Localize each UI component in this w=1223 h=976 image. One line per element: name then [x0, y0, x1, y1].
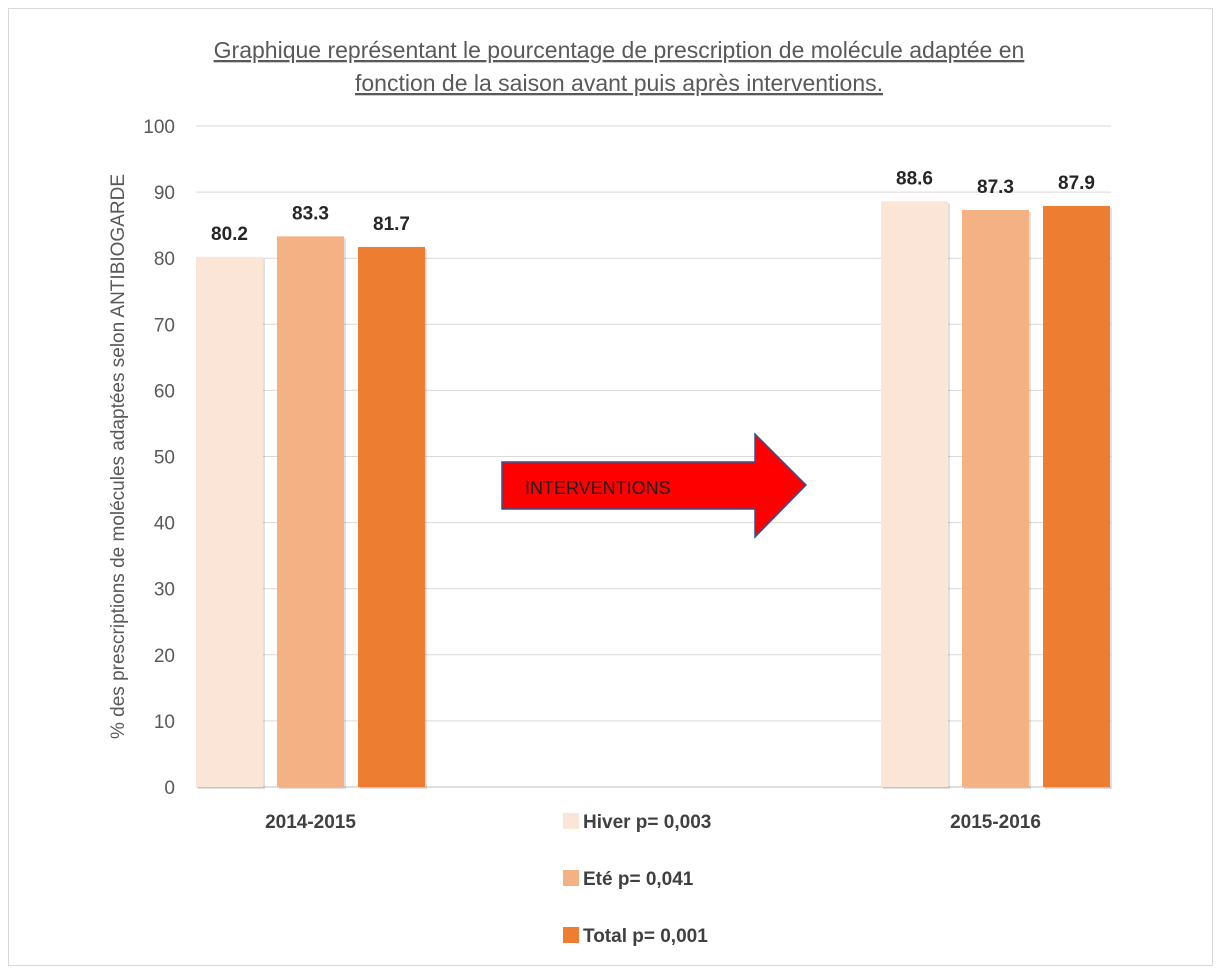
data-label-2015-2016-2: 87.9 — [1058, 173, 1095, 194]
chart-title: Graphique représentant le pourcentage de… — [214, 37, 1025, 96]
bar-2014-2015-1 — [277, 236, 344, 788]
bar-2014-2015-0 — [196, 256, 263, 787]
arrow-shape — [501, 432, 808, 539]
y-tick-100: 100 — [143, 117, 175, 138]
y-tick-50: 50 — [154, 448, 175, 469]
legend-swatch-1 — [563, 870, 579, 886]
legend-swatch-2 — [563, 927, 579, 943]
chart-frame — [8, 8, 1213, 966]
y-tick-60: 60 — [154, 381, 175, 402]
x-tick-2014-2015: 2014-2015 — [265, 812, 356, 833]
y-tick-labels: 0 10 20 30 40 50 60 70 80 90 100 — [143, 117, 175, 799]
data-label-2015-2016-0: 88.6 — [896, 168, 933, 189]
y-tick-80: 80 — [154, 249, 175, 270]
bars — [196, 201, 1112, 790]
y-tick-0: 0 — [164, 778, 175, 799]
bar-2015-2016-1 — [962, 209, 1029, 787]
legend-swatch-0 — [563, 813, 579, 829]
legend: Hiver p= 0,003 Eté p= 0,041 Total p= 0,001 — [563, 812, 711, 947]
legend-label-2: Total p= 0,001 — [583, 926, 708, 947]
bar-2014-2015-2 — [358, 246, 425, 787]
data-labels: 80.2 83.3 81.7 88.6 87.3 87.9 — [211, 168, 1095, 245]
y-tick-70: 70 — [154, 315, 175, 336]
data-label-2015-2016-1: 87.3 — [977, 177, 1014, 198]
data-label-2014-2015-0: 80.2 — [211, 224, 248, 245]
y-tick-10: 10 — [154, 712, 175, 733]
bar-2015-2016-2 — [1043, 205, 1110, 787]
y-tick-30: 30 — [154, 580, 175, 601]
legend-label-0: Hiver p= 0,003 — [583, 812, 711, 833]
y-tick-90: 90 — [154, 183, 175, 204]
arrow-label: INTERVENTIONS — [525, 478, 671, 498]
interventions-arrow: INTERVENTIONS — [501, 432, 808, 539]
y-tick-40: 40 — [154, 514, 175, 535]
x-tick-2015-2016: 2015-2016 — [950, 812, 1041, 833]
y-axis-label: % des prescriptions de molécules adaptée… — [108, 174, 129, 739]
legend-label-1: Eté p= 0,041 — [583, 869, 694, 890]
data-label-2014-2015-2: 81.7 — [373, 214, 410, 235]
chart-title-line-2: fonction de la saison avant puis après i… — [355, 70, 883, 96]
y-tick-20: 20 — [154, 646, 175, 667]
data-label-2014-2015-1: 83.3 — [292, 203, 329, 224]
x-tick-labels: 2014-2015 2015-2016 — [265, 812, 1041, 833]
bar-2015-2016-0 — [881, 201, 948, 787]
chart-title-line-1: Graphique représentant le pourcentage de… — [214, 37, 1025, 63]
gridlines — [196, 125, 1111, 788]
